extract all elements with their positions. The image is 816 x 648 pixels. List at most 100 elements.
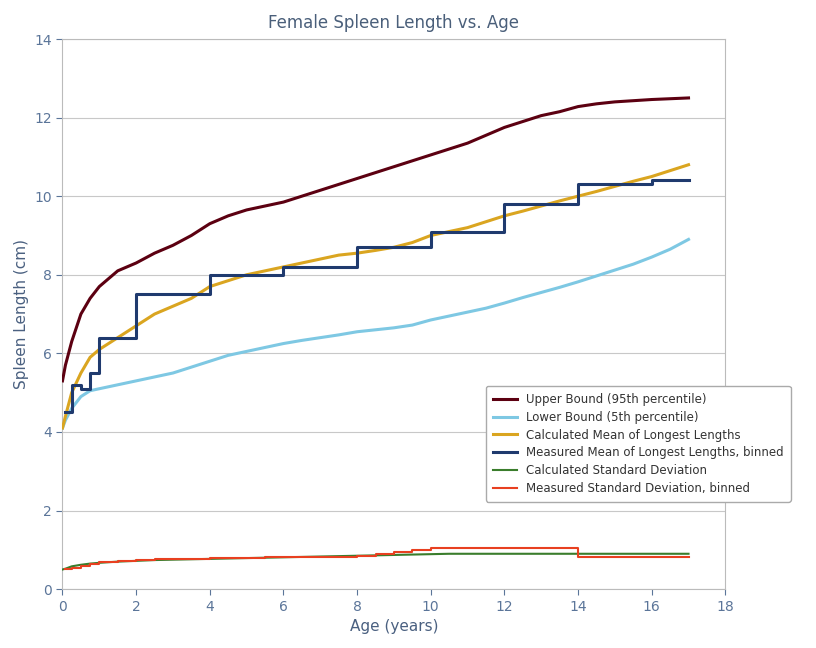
Calculated Mean of Longest Lengths — [684, 161, 694, 168]
Upper Bound (95th percentile) — [536, 111, 546, 119]
Lower Bound (5th percentile) — [573, 278, 583, 286]
Line: Lower Bound (5th percentile): Lower Bound (5th percentile) — [63, 239, 689, 428]
Calculated Mean of Longest Lengths — [407, 238, 417, 246]
Calculated Mean of Longest Lengths — [499, 212, 509, 220]
Calculated Mean of Longest Lengths — [389, 244, 399, 251]
Measured Standard Deviation, binned — [499, 544, 509, 551]
Lower Bound (5th percentile) — [85, 387, 95, 395]
Calculated Mean of Longest Lengths — [628, 178, 638, 185]
Upper Bound (95th percentile) — [389, 163, 399, 170]
Lower Bound (5th percentile) — [481, 305, 491, 312]
Calculated Mean of Longest Lengths — [278, 263, 288, 271]
Measured Standard Deviation, binned — [242, 554, 251, 562]
Calculated Mean of Longest Lengths — [353, 249, 362, 257]
Calculated Mean of Longest Lengths — [555, 197, 565, 205]
Measured Mean of Longest Lengths, binned — [278, 263, 288, 271]
Calculated Standard Deviation — [297, 553, 307, 561]
Measured Standard Deviation, binned — [444, 544, 454, 551]
Measured Standard Deviation, binned — [60, 566, 70, 573]
Calculated Standard Deviation — [573, 550, 583, 558]
Calculated Standard Deviation — [315, 553, 325, 561]
Calculated Standard Deviation — [353, 552, 362, 560]
Measured Mean of Longest Lengths, binned — [647, 176, 657, 184]
X-axis label: Age (years): Age (years) — [350, 619, 438, 634]
Lower Bound (5th percentile) — [463, 308, 472, 316]
Calculated Mean of Longest Lengths — [463, 224, 472, 231]
Measured Standard Deviation, binned — [168, 555, 178, 562]
Measured Standard Deviation, binned — [536, 544, 546, 551]
Calculated Mean of Longest Lengths — [168, 303, 178, 310]
Calculated Mean of Longest Lengths — [536, 202, 546, 210]
Upper Bound (95th percentile) — [95, 283, 104, 290]
Upper Bound (95th percentile) — [278, 198, 288, 206]
Measured Standard Deviation, binned — [67, 564, 77, 572]
Measured Standard Deviation, binned — [149, 555, 159, 563]
Title: Female Spleen Length vs. Age: Female Spleen Length vs. Age — [268, 14, 520, 32]
Upper Bound (95th percentile) — [426, 151, 436, 159]
Lower Bound (5th percentile) — [278, 340, 288, 347]
Lower Bound (5th percentile) — [224, 351, 233, 359]
Measured Mean of Longest Lengths, binned — [131, 290, 141, 298]
Measured Mean of Longest Lengths, binned — [95, 334, 104, 341]
Calculated Mean of Longest Lengths — [67, 389, 77, 397]
Calculated Standard Deviation — [242, 554, 251, 562]
Calculated Mean of Longest Lengths — [149, 310, 159, 318]
Measured Standard Deviation, binned — [665, 553, 675, 561]
Measured Standard Deviation, binned — [224, 554, 233, 562]
Measured Standard Deviation, binned — [113, 557, 122, 565]
Upper Bound (95th percentile) — [260, 202, 270, 210]
Upper Bound (95th percentile) — [85, 294, 95, 302]
Line: Measured Mean of Longest Lengths, binned: Measured Mean of Longest Lengths, binned — [65, 180, 689, 412]
Calculated Standard Deviation — [85, 560, 95, 568]
Upper Bound (95th percentile) — [628, 97, 638, 104]
Upper Bound (95th percentile) — [76, 310, 86, 318]
Calculated Mean of Longest Lengths — [573, 192, 583, 200]
Lower Bound (5th percentile) — [168, 369, 178, 377]
Measured Standard Deviation, binned — [647, 553, 657, 561]
Measured Standard Deviation, binned — [85, 560, 95, 568]
Calculated Mean of Longest Lengths — [113, 334, 122, 341]
Lower Bound (5th percentile) — [665, 246, 675, 253]
Calculated Mean of Longest Lengths — [242, 271, 251, 279]
Lower Bound (5th percentile) — [67, 404, 77, 412]
Measured Standard Deviation, binned — [353, 552, 362, 560]
Upper Bound (95th percentile) — [665, 95, 675, 102]
Measured Mean of Longest Lengths, binned — [573, 181, 583, 189]
Calculated Standard Deviation — [684, 550, 694, 558]
Upper Bound (95th percentile) — [297, 192, 307, 200]
Measured Standard Deviation, binned — [518, 544, 528, 551]
Lower Bound (5th percentile) — [242, 347, 251, 355]
Measured Standard Deviation, binned — [426, 544, 436, 551]
Upper Bound (95th percentile) — [610, 98, 620, 106]
Calculated Standard Deviation — [555, 550, 565, 558]
Calculated Standard Deviation — [58, 566, 68, 573]
Upper Bound (95th percentile) — [407, 157, 417, 165]
Lower Bound (5th percentile) — [205, 357, 215, 365]
Calculated Mean of Longest Lengths — [95, 345, 104, 353]
Upper Bound (95th percentile) — [592, 100, 601, 108]
Calculated Standard Deviation — [60, 565, 70, 573]
Calculated Standard Deviation — [628, 550, 638, 558]
Calculated Mean of Longest Lengths — [426, 231, 436, 239]
Calculated Standard Deviation — [187, 555, 197, 563]
Lower Bound (5th percentile) — [315, 334, 325, 341]
Measured Mean of Longest Lengths, binned — [353, 244, 362, 251]
Measured Standard Deviation, binned — [334, 553, 344, 561]
Lower Bound (5th percentile) — [592, 272, 601, 280]
Measured Standard Deviation, binned — [205, 555, 215, 562]
Measured Mean of Longest Lengths, binned — [610, 181, 620, 189]
Measured Standard Deviation, binned — [76, 562, 86, 570]
Measured Standard Deviation, binned — [297, 553, 307, 561]
Upper Bound (95th percentile) — [315, 187, 325, 194]
Calculated Standard Deviation — [149, 556, 159, 564]
Lower Bound (5th percentile) — [518, 294, 528, 301]
Line: Upper Bound (95th percentile): Upper Bound (95th percentile) — [63, 98, 689, 381]
Calculated Standard Deviation — [67, 562, 77, 570]
Measured Standard Deviation, binned — [187, 555, 197, 562]
Measured Standard Deviation, binned — [407, 546, 417, 554]
Lower Bound (5th percentile) — [426, 316, 436, 324]
Lower Bound (5th percentile) — [684, 235, 694, 243]
Calculated Standard Deviation — [499, 550, 509, 558]
Calculated Standard Deviation — [444, 550, 454, 558]
Measured Standard Deviation, binned — [684, 553, 694, 561]
